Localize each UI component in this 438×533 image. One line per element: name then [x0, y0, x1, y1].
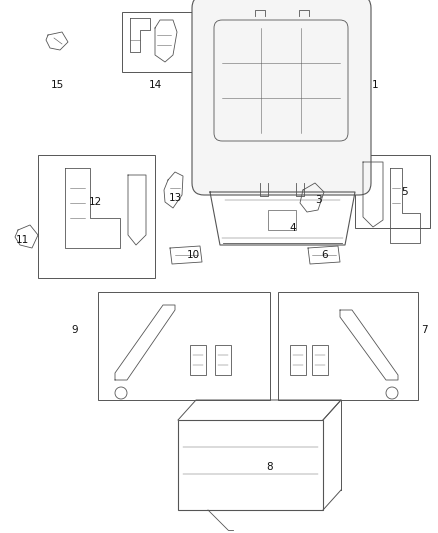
Text: 8: 8 [267, 462, 273, 472]
Text: 6: 6 [321, 250, 328, 260]
Text: 1: 1 [372, 80, 378, 90]
Text: 15: 15 [50, 80, 64, 90]
Bar [38, 155, 155, 278]
Bar [178, 420, 323, 510]
Bar [98, 292, 270, 400]
Text: 14: 14 [148, 80, 162, 90]
Text: 11: 11 [15, 235, 28, 245]
FancyBboxPatch shape [192, 0, 371, 195]
Text: 5: 5 [402, 187, 408, 197]
Bar [312, 345, 328, 375]
Bar [355, 155, 430, 228]
Bar [190, 345, 206, 375]
Text: 3: 3 [314, 195, 321, 205]
Text: 7: 7 [420, 325, 427, 335]
Text: 12: 12 [88, 197, 102, 207]
Bar [268, 210, 296, 230]
Text: 9: 9 [72, 325, 78, 335]
Text: 4: 4 [290, 223, 297, 233]
Bar [215, 345, 231, 375]
Bar [290, 345, 306, 375]
Bar [278, 292, 418, 400]
Text: 13: 13 [168, 193, 182, 203]
Text: 10: 10 [187, 250, 200, 260]
Bar [122, 12, 198, 72]
